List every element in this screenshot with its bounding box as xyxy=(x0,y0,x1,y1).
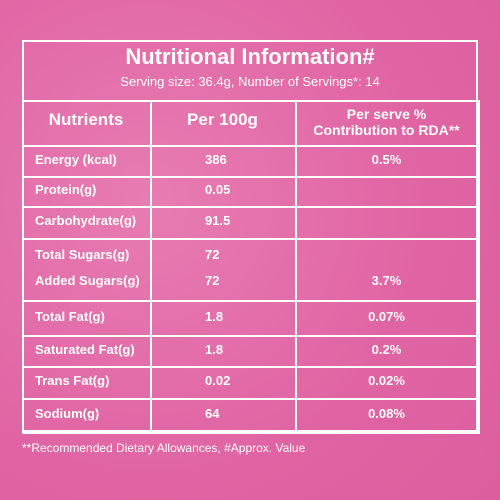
nutrient-name: Total Sugars(g) xyxy=(35,247,130,262)
nutrient-value: 0.07% xyxy=(368,308,405,324)
nutrient-value: 1.8 xyxy=(205,308,224,324)
cell xyxy=(295,206,480,240)
cell xyxy=(295,398,480,434)
cell xyxy=(295,176,480,208)
title: Nutritional Information# xyxy=(125,44,375,69)
nutrient-name: Added Sugars(g) xyxy=(35,273,140,288)
nutrient-name: Energy (kcal) xyxy=(35,151,117,167)
nutrient-value: 0.2% xyxy=(371,341,402,357)
header-cell: Nutrients xyxy=(48,110,124,129)
footnote: **Recommended Dietary Allowances, #Appro… xyxy=(22,441,306,455)
nutrient-value: 72 xyxy=(205,273,220,288)
nutrient-value: 91.5 xyxy=(205,213,231,228)
nutrient-name: Sodium(g) xyxy=(35,406,100,421)
header-cell: Per serve % Contribution to RDA** xyxy=(313,106,460,138)
nutrient-name: Total Fat(g) xyxy=(35,308,105,324)
nutrient-value: 64 xyxy=(205,406,220,421)
nutrient-name: Trans Fat(g) xyxy=(35,373,110,388)
nutrient-name: Saturated Fat(g) xyxy=(35,341,135,357)
nutrient-value: 0.02 xyxy=(205,373,231,388)
subtitle: Serving size: 36.4g, Number of Servings*… xyxy=(120,74,380,89)
nutrient-value: 1.8 xyxy=(205,341,224,357)
nutrient-name: Protein(g) xyxy=(35,182,97,197)
nutrient-value: 0.5% xyxy=(371,151,402,167)
nutrient-value: 0.05 xyxy=(205,182,231,197)
nutrient-name: Carbohydrate(g) xyxy=(35,213,137,228)
cell xyxy=(150,300,297,337)
nutrient-value: 0.02% xyxy=(368,373,405,388)
nutrient-value: 386 xyxy=(205,151,227,167)
nutrient-value: 3.7% xyxy=(371,273,402,288)
cell xyxy=(295,238,480,302)
nutrient-value: 0.08% xyxy=(368,406,405,421)
cell xyxy=(150,398,297,434)
header-cell: Per 100g xyxy=(187,110,258,129)
cell xyxy=(150,238,297,302)
cell xyxy=(150,335,297,368)
nutrient-value: 72 xyxy=(205,247,220,262)
